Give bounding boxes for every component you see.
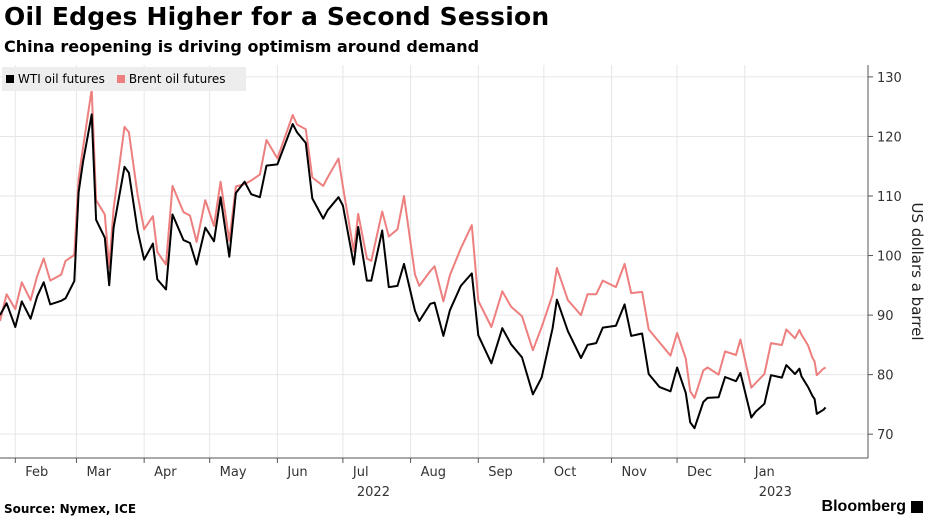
series-lines (0, 88, 827, 430)
y-axis-title: US dollars a barrel (908, 202, 926, 340)
y-tick-label: 70 (877, 428, 894, 443)
y-tick-label: 120 (877, 130, 902, 145)
legend-swatch-brent (116, 75, 125, 83)
y-tick-label: 130 (877, 71, 902, 86)
x-year-label: 2022 (357, 485, 390, 500)
bloomberg-logo: Bloomberg (822, 498, 923, 516)
series-line-brent (0, 88, 827, 399)
x-tick-label: Oct (554, 465, 576, 480)
brand-name: Bloomberg (821, 498, 906, 515)
tick-labels: 70 80 90 100 110 120 130 Feb Mar Apr May Jun Jul 2022… (25, 71, 926, 500)
y-tick-label: 110 (877, 190, 902, 205)
chart-title: Oil Edges Higher for a Second Session (4, 2, 550, 31)
x-tick-label: Dec (687, 465, 712, 480)
brand-mark-icon (911, 501, 923, 513)
legend-label-brent: Brent oil futures (128, 72, 226, 86)
x-tick-label: Jan (754, 465, 775, 480)
legend-swatch-wti (6, 75, 14, 83)
legend-item-brent: Brent oil futures (116, 72, 226, 86)
x-year-label: 2023 (759, 485, 792, 500)
x-tick-label: Mar (86, 465, 111, 480)
x-tick-label: May (220, 465, 247, 480)
legend-item-wti: WTI oil futures (6, 72, 105, 86)
x-tick-label: Sep (488, 465, 513, 480)
x-tick-label: Feb (25, 465, 48, 480)
legend: WTI oil futures Brent oil futures (2, 67, 246, 91)
y-tick-label: 100 (877, 250, 902, 265)
y-tick-label: 80 (877, 369, 894, 384)
axes (0, 65, 873, 463)
chart-subtitle: China reopening is driving optimism arou… (4, 37, 480, 56)
series-line-wti (0, 113, 827, 430)
x-tick-label: Nov (622, 465, 648, 480)
x-tick-label: Jun (286, 465, 307, 480)
legend-label-wti: WTI oil futures (18, 72, 105, 86)
source-note: Source: Nymex, ICE (4, 502, 137, 516)
grid-lines (0, 65, 868, 458)
y-tick-label: 90 (877, 309, 894, 324)
x-tick-label: Aug (421, 465, 446, 480)
x-tick-label: Apr (154, 465, 177, 480)
x-tick-label: Jul (352, 465, 369, 480)
